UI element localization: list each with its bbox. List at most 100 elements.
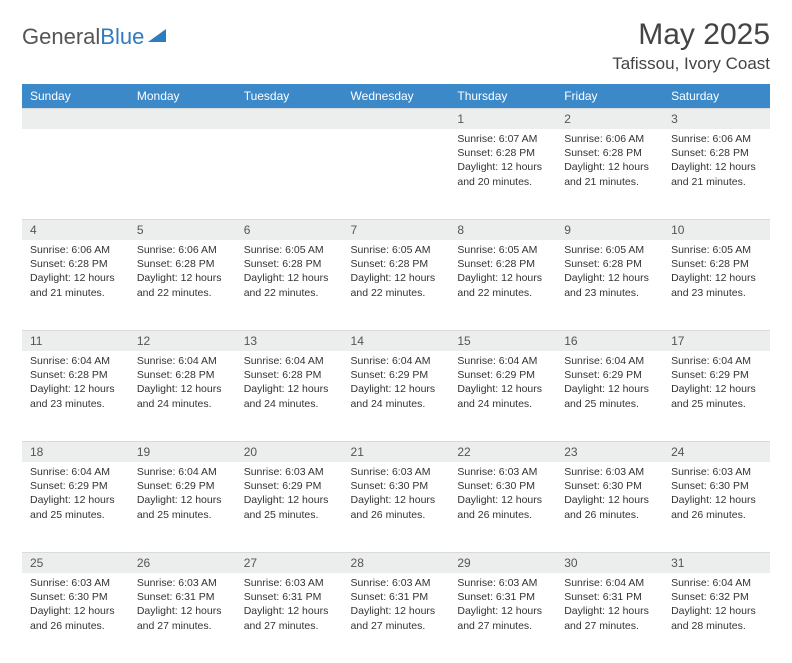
day-details: Sunrise: 6:03 AMSunset: 6:30 PMDaylight:… bbox=[343, 462, 450, 528]
sunset-text: Sunset: 6:31 PM bbox=[244, 590, 335, 604]
day-details: Sunrise: 6:03 AMSunset: 6:31 PMDaylight:… bbox=[129, 573, 236, 639]
sunset-text: Sunset: 6:28 PM bbox=[244, 368, 335, 382]
day-number: 5 bbox=[129, 219, 236, 240]
sunset-text: Sunset: 6:30 PM bbox=[30, 590, 121, 604]
day-details: Sunrise: 6:06 AMSunset: 6:28 PMDaylight:… bbox=[663, 129, 770, 195]
day-cell: Sunrise: 6:03 AMSunset: 6:31 PMDaylight:… bbox=[343, 573, 450, 663]
sunrise-text: Sunrise: 6:03 AM bbox=[244, 465, 335, 479]
day-number bbox=[236, 108, 343, 129]
day-number-cell: 23 bbox=[556, 441, 663, 462]
day-number: 25 bbox=[22, 552, 129, 573]
sunrise-text: Sunrise: 6:03 AM bbox=[457, 576, 548, 590]
day-details: Sunrise: 6:04 AMSunset: 6:32 PMDaylight:… bbox=[663, 573, 770, 639]
day-number-cell bbox=[236, 108, 343, 129]
day-cell: Sunrise: 6:05 AMSunset: 6:28 PMDaylight:… bbox=[556, 240, 663, 330]
day-cell: Sunrise: 6:06 AMSunset: 6:28 PMDaylight:… bbox=[556, 129, 663, 219]
day-number: 7 bbox=[343, 219, 450, 240]
sunrise-text: Sunrise: 6:05 AM bbox=[244, 243, 335, 257]
day-cell: Sunrise: 6:07 AMSunset: 6:28 PMDaylight:… bbox=[449, 129, 556, 219]
sunrise-text: Sunrise: 6:03 AM bbox=[351, 576, 442, 590]
daylight-text: Daylight: 12 hours and 21 minutes. bbox=[30, 271, 121, 299]
day-cell: Sunrise: 6:04 AMSunset: 6:31 PMDaylight:… bbox=[556, 573, 663, 663]
sunrise-text: Sunrise: 6:04 AM bbox=[30, 465, 121, 479]
daylight-text: Daylight: 12 hours and 26 minutes. bbox=[457, 493, 548, 521]
daynum-row: 18192021222324 bbox=[22, 441, 770, 462]
daylight-text: Daylight: 12 hours and 24 minutes. bbox=[351, 382, 442, 410]
day-cell bbox=[129, 129, 236, 219]
day-details: Sunrise: 6:05 AMSunset: 6:28 PMDaylight:… bbox=[343, 240, 450, 306]
day-number-cell bbox=[343, 108, 450, 129]
sunset-text: Sunset: 6:28 PM bbox=[137, 368, 228, 382]
day-number: 9 bbox=[556, 219, 663, 240]
day-details: Sunrise: 6:05 AMSunset: 6:28 PMDaylight:… bbox=[556, 240, 663, 306]
sunrise-text: Sunrise: 6:04 AM bbox=[564, 576, 655, 590]
day-number bbox=[22, 108, 129, 129]
day-number-cell: 10 bbox=[663, 219, 770, 240]
daylight-text: Daylight: 12 hours and 25 minutes. bbox=[564, 382, 655, 410]
sunset-text: Sunset: 6:31 PM bbox=[137, 590, 228, 604]
daylight-text: Daylight: 12 hours and 27 minutes. bbox=[351, 604, 442, 632]
day-number: 31 bbox=[663, 552, 770, 573]
day-header: Monday bbox=[129, 84, 236, 108]
sunset-text: Sunset: 6:29 PM bbox=[244, 479, 335, 493]
sunset-text: Sunset: 6:28 PM bbox=[30, 257, 121, 271]
daylight-text: Daylight: 12 hours and 27 minutes. bbox=[457, 604, 548, 632]
brand-triangle-icon bbox=[148, 29, 166, 42]
sunrise-text: Sunrise: 6:04 AM bbox=[457, 354, 548, 368]
sunrise-text: Sunrise: 6:03 AM bbox=[564, 465, 655, 479]
day-number: 29 bbox=[449, 552, 556, 573]
sunrise-text: Sunrise: 6:03 AM bbox=[30, 576, 121, 590]
day-details: Sunrise: 6:05 AMSunset: 6:28 PMDaylight:… bbox=[449, 240, 556, 306]
day-number-cell: 1 bbox=[449, 108, 556, 129]
day-header: Saturday bbox=[663, 84, 770, 108]
day-cell: Sunrise: 6:05 AMSunset: 6:28 PMDaylight:… bbox=[449, 240, 556, 330]
day-details: Sunrise: 6:04 AMSunset: 6:29 PMDaylight:… bbox=[556, 351, 663, 417]
day-details: Sunrise: 6:04 AMSunset: 6:29 PMDaylight:… bbox=[663, 351, 770, 417]
day-details: Sunrise: 6:05 AMSunset: 6:28 PMDaylight:… bbox=[663, 240, 770, 306]
sunrise-text: Sunrise: 6:03 AM bbox=[137, 576, 228, 590]
day-number: 19 bbox=[129, 441, 236, 462]
day-number: 18 bbox=[22, 441, 129, 462]
day-number: 20 bbox=[236, 441, 343, 462]
day-number-cell: 3 bbox=[663, 108, 770, 129]
sunrise-text: Sunrise: 6:03 AM bbox=[351, 465, 442, 479]
sunset-text: Sunset: 6:28 PM bbox=[457, 257, 548, 271]
day-details: Sunrise: 6:06 AMSunset: 6:28 PMDaylight:… bbox=[556, 129, 663, 195]
daylight-text: Daylight: 12 hours and 24 minutes. bbox=[244, 382, 335, 410]
daylight-text: Daylight: 12 hours and 26 minutes. bbox=[564, 493, 655, 521]
daylight-text: Daylight: 12 hours and 24 minutes. bbox=[457, 382, 548, 410]
daylight-text: Daylight: 12 hours and 25 minutes. bbox=[30, 493, 121, 521]
day-cell: Sunrise: 6:04 AMSunset: 6:28 PMDaylight:… bbox=[236, 351, 343, 441]
day-number: 8 bbox=[449, 219, 556, 240]
day-cell: Sunrise: 6:04 AMSunset: 6:29 PMDaylight:… bbox=[449, 351, 556, 441]
sunset-text: Sunset: 6:30 PM bbox=[671, 479, 762, 493]
daylight-text: Daylight: 12 hours and 21 minutes. bbox=[564, 160, 655, 188]
sunrise-text: Sunrise: 6:05 AM bbox=[351, 243, 442, 257]
day-details: Sunrise: 6:05 AMSunset: 6:28 PMDaylight:… bbox=[236, 240, 343, 306]
daylight-text: Daylight: 12 hours and 22 minutes. bbox=[137, 271, 228, 299]
sunset-text: Sunset: 6:29 PM bbox=[564, 368, 655, 382]
sunset-text: Sunset: 6:29 PM bbox=[457, 368, 548, 382]
daylight-text: Daylight: 12 hours and 27 minutes. bbox=[564, 604, 655, 632]
day-number-cell: 17 bbox=[663, 330, 770, 351]
sunrise-text: Sunrise: 6:04 AM bbox=[137, 354, 228, 368]
day-number: 23 bbox=[556, 441, 663, 462]
daynum-row: 45678910 bbox=[22, 219, 770, 240]
day-details: Sunrise: 6:04 AMSunset: 6:31 PMDaylight:… bbox=[556, 573, 663, 639]
day-cell: Sunrise: 6:03 AMSunset: 6:30 PMDaylight:… bbox=[343, 462, 450, 552]
day-number-cell: 25 bbox=[22, 552, 129, 573]
day-details bbox=[129, 129, 236, 138]
day-cell: Sunrise: 6:05 AMSunset: 6:28 PMDaylight:… bbox=[663, 240, 770, 330]
day-details: Sunrise: 6:04 AMSunset: 6:29 PMDaylight:… bbox=[129, 462, 236, 528]
day-number-cell: 6 bbox=[236, 219, 343, 240]
brand-text: GeneralBlue bbox=[22, 24, 144, 50]
day-cell: Sunrise: 6:04 AMSunset: 6:29 PMDaylight:… bbox=[343, 351, 450, 441]
day-cell: Sunrise: 6:03 AMSunset: 6:31 PMDaylight:… bbox=[129, 573, 236, 663]
day-details: Sunrise: 6:04 AMSunset: 6:28 PMDaylight:… bbox=[236, 351, 343, 417]
sunset-text: Sunset: 6:30 PM bbox=[457, 479, 548, 493]
day-number-cell: 21 bbox=[343, 441, 450, 462]
daylight-text: Daylight: 12 hours and 28 minutes. bbox=[671, 604, 762, 632]
day-number-cell: 15 bbox=[449, 330, 556, 351]
day-details: Sunrise: 6:03 AMSunset: 6:31 PMDaylight:… bbox=[343, 573, 450, 639]
daylight-text: Daylight: 12 hours and 22 minutes. bbox=[457, 271, 548, 299]
